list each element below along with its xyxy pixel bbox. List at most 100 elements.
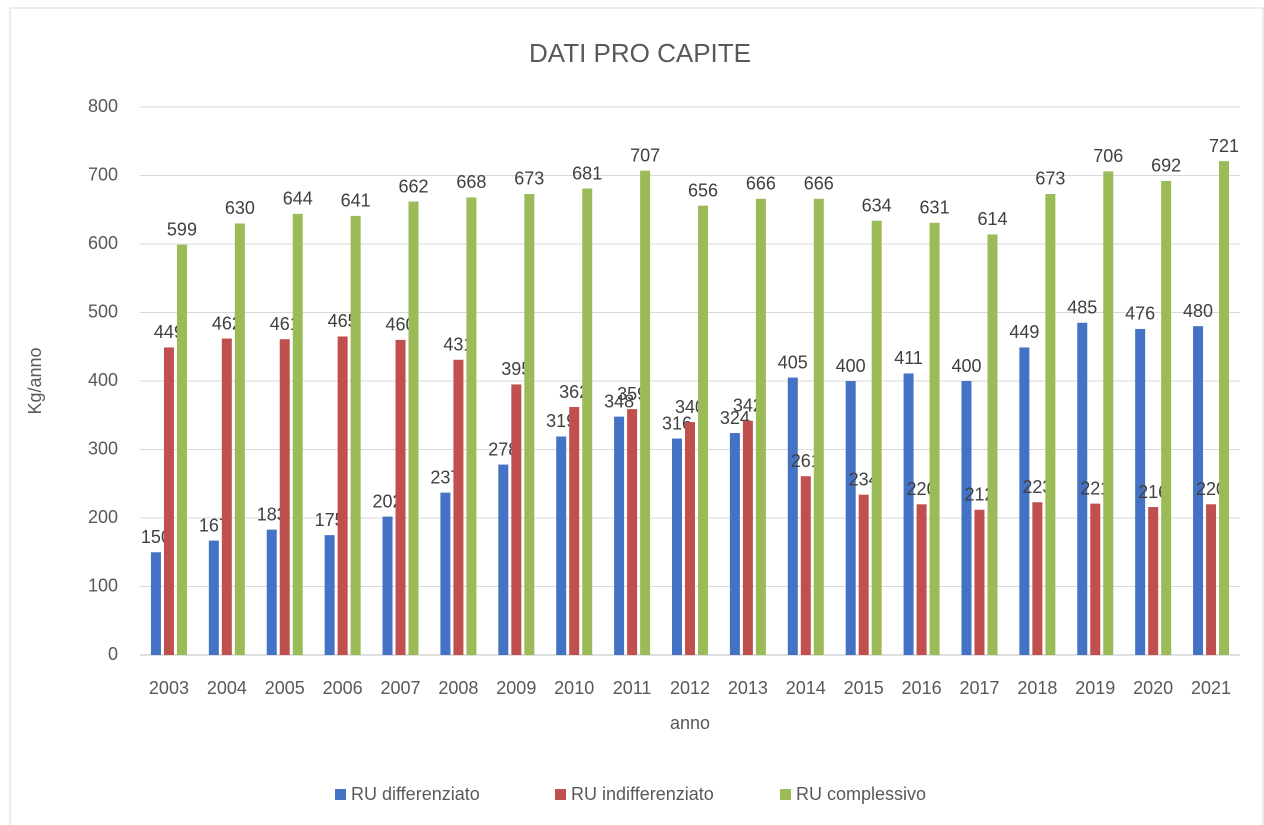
- data-label: 614: [977, 209, 1007, 229]
- bar: [150, 552, 161, 655]
- data-label: 362: [559, 382, 589, 402]
- x-tick-label: 2003: [149, 678, 189, 698]
- bar: [266, 529, 277, 655]
- data-label: 656: [688, 180, 718, 200]
- bar: [742, 420, 753, 655]
- data-label: 668: [456, 172, 486, 192]
- data-label: 319: [546, 411, 576, 431]
- y-axis-label: Kg/anno: [25, 347, 45, 414]
- x-tick-label: 2011: [613, 678, 652, 698]
- y-tick-label: 0: [108, 644, 118, 664]
- x-tick-label: 2009: [496, 678, 536, 698]
- data-label: 666: [746, 174, 776, 194]
- y-tick-label: 600: [88, 233, 118, 253]
- bar: [1219, 161, 1230, 656]
- x-tick-label: 2007: [381, 678, 421, 698]
- legend-swatch: [335, 789, 346, 800]
- x-tick-label: 2012: [670, 678, 710, 698]
- bar: [800, 476, 811, 655]
- y-tick-label: 700: [88, 164, 118, 184]
- x-axis-label: anno: [670, 713, 710, 733]
- bar: [1193, 326, 1204, 655]
- x-tick-label: 2016: [902, 678, 942, 698]
- bar: [1090, 503, 1101, 655]
- x-tick-label: 2005: [265, 678, 305, 698]
- bar: [987, 234, 998, 655]
- bar: [498, 464, 509, 655]
- data-label: 480: [1183, 301, 1213, 321]
- bar: [1077, 322, 1088, 655]
- y-tick-label: 800: [88, 96, 118, 116]
- data-label: 348: [604, 391, 634, 411]
- data-label: 692: [1151, 156, 1181, 176]
- x-tick-label: 2010: [554, 678, 594, 698]
- x-tick-label: 2015: [844, 678, 884, 698]
- y-tick-label: 500: [88, 301, 118, 321]
- data-label: 465: [328, 311, 358, 331]
- x-tick-label: 2018: [1017, 678, 1057, 698]
- y-tick-label: 400: [88, 370, 118, 390]
- data-label: 183: [257, 504, 287, 524]
- data-label: 411: [894, 348, 923, 368]
- bar: [511, 384, 522, 655]
- x-tick-label: 2020: [1133, 678, 1173, 698]
- x-tick-label: 2008: [438, 678, 478, 698]
- data-label: 641: [341, 191, 371, 211]
- bar: [279, 339, 290, 655]
- bar: [440, 492, 451, 655]
- chart-title: DATI PRO CAPITE: [529, 38, 751, 68]
- data-label: 666: [804, 174, 834, 194]
- data-label: 212: [964, 485, 994, 505]
- bar: [974, 509, 985, 655]
- data-label: 431: [443, 335, 473, 355]
- bar: [961, 381, 972, 655]
- bar: [163, 347, 174, 655]
- data-label: 707: [630, 145, 660, 165]
- data-label: 405: [778, 352, 808, 372]
- x-tick-label: 2006: [323, 678, 363, 698]
- data-label: 278: [488, 439, 518, 459]
- bar: [234, 223, 245, 655]
- data-label: 476: [1125, 304, 1155, 324]
- bar: [685, 422, 695, 655]
- bar: [729, 433, 740, 655]
- data-label: 706: [1093, 146, 1123, 166]
- data-label: 216: [1138, 482, 1168, 502]
- bar: [408, 201, 419, 655]
- bar: [208, 540, 219, 655]
- data-label: 449: [1009, 322, 1039, 342]
- bar: [1019, 347, 1030, 655]
- legend-label: RU indifferenziato: [571, 784, 714, 804]
- bar: [871, 220, 882, 655]
- bar: [1148, 507, 1159, 655]
- data-label: 150: [141, 527, 171, 547]
- bar: [1135, 328, 1146, 655]
- bar: [453, 359, 464, 655]
- x-tick-label: 2019: [1075, 678, 1115, 698]
- bar: [627, 409, 638, 655]
- data-label: 167: [199, 515, 229, 535]
- data-label: 449: [154, 322, 184, 342]
- bar: [1206, 504, 1217, 655]
- bar: [556, 436, 567, 655]
- legend-label: RU differenziato: [351, 784, 480, 804]
- data-label: 261: [791, 451, 821, 471]
- bar: [698, 205, 708, 655]
- data-label: 630: [225, 198, 255, 218]
- data-label: 644: [283, 189, 313, 209]
- y-tick-label: 300: [88, 438, 118, 458]
- bar: [1103, 171, 1114, 655]
- y-tick-label: 200: [88, 507, 118, 527]
- data-label: 340: [675, 397, 705, 417]
- bar: [755, 198, 766, 656]
- bar: [916, 504, 927, 655]
- bar: [176, 244, 187, 655]
- data-label: 234: [849, 469, 879, 489]
- data-label: 175: [315, 510, 345, 530]
- bar: [1161, 180, 1172, 656]
- data-label: 462: [212, 313, 242, 333]
- bar: [221, 338, 232, 655]
- bar: [845, 381, 856, 655]
- bar: [672, 438, 682, 655]
